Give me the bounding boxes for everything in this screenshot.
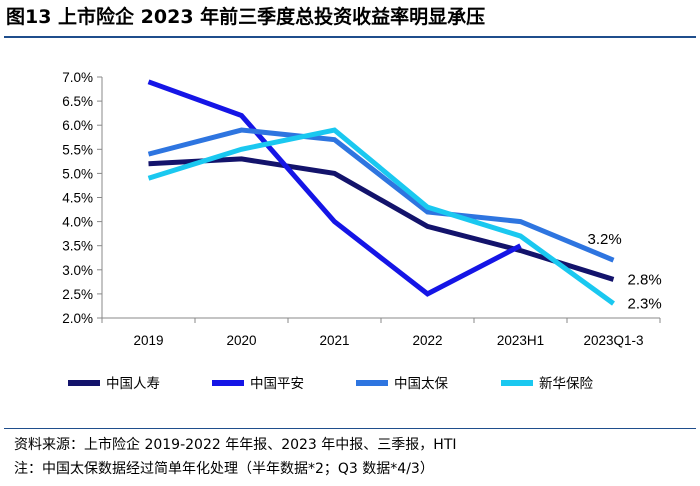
x-tick-label: 2023Q1-3: [583, 333, 643, 348]
legend-label: 中国平安: [250, 376, 304, 392]
y-tick-label: 6.5%: [62, 94, 93, 109]
series-line-1: [147, 79, 522, 297]
footnote: 注：中国太保数据经过简单年化处理（半年数据*2；Q3 数据*4/3）: [14, 461, 434, 477]
top-divider: [4, 36, 696, 38]
y-tick-label: 7.0%: [62, 70, 93, 85]
y-tick-label: 6.0%: [62, 118, 93, 133]
data-label: 2.8%: [628, 271, 662, 288]
source-note: 资料来源：上市险企 2019-2022 年年报、2023 年中报、三季报，HTI: [14, 437, 457, 453]
annotation-layer: 3.2% 2.8% 2.3%: [588, 231, 662, 312]
y-tick-label: 2.0%: [62, 311, 93, 326]
legend-label: 新华保险: [539, 376, 593, 392]
y-tick-label: 5.0%: [62, 166, 93, 181]
x-tick-label: 2023H1: [497, 333, 544, 348]
legend-label: 中国人寿: [106, 375, 160, 392]
series-layer: [147, 79, 615, 306]
y-tick-label: 2.5%: [62, 287, 93, 302]
x-tick-label: 2021: [319, 333, 349, 348]
legend-label: 中国太保: [394, 376, 448, 392]
legend: 中国人寿 中国平安 中国太保 新华保险: [68, 375, 593, 392]
y-tick-label: 3.5%: [62, 239, 93, 254]
y-tick-label: 4.5%: [62, 191, 93, 206]
series-line-2: [147, 127, 615, 263]
y-axis: 2.0% 2.5% 3.0% 3.5% 4.0% 4.5% 5.0% 5.5% 6.0% 6.5%…: [62, 70, 103, 326]
y-tick-label: 3.0%: [62, 263, 93, 278]
series-line-3: [147, 127, 615, 306]
data-label: 2.3%: [628, 296, 662, 313]
line-chart: 2.0% 2.5% 3.0% 3.5% 4.0% 4.5% 5.0% 5.5% 6.0% 6.5%…: [62, 70, 662, 392]
x-tick-label: 2019: [133, 333, 163, 348]
data-label: 3.2%: [588, 231, 622, 248]
series-line-0: [148, 156, 615, 282]
figure-title: 图13 上市险企 2023 年前三季度总投资收益率明显承压: [6, 6, 486, 28]
x-tick-label: 2020: [226, 333, 256, 348]
bottom-divider: [4, 428, 696, 429]
y-tick-label: 5.5%: [62, 142, 93, 157]
x-tick-label: 2022: [412, 333, 442, 348]
x-axis: 2019 2020 2021 2022 2023H1 2023Q1-3: [101, 317, 661, 348]
y-tick-label: 4.0%: [62, 215, 93, 230]
